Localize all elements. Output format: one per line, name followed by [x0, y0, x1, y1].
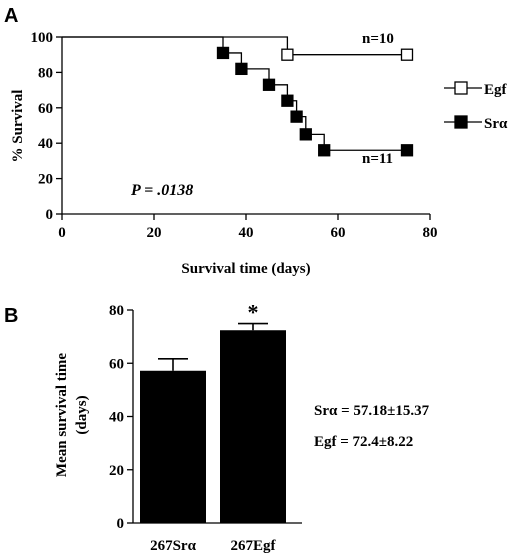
- bar-y-ticks: 0 20 40 60 80: [109, 303, 133, 532]
- legend-label-egf: Egf: [484, 82, 508, 98]
- y-tick-label-4: 80: [38, 65, 53, 81]
- bar-y-tick-label-0: 0: [117, 516, 125, 532]
- survival-markers: [216, 46, 414, 157]
- p-value-annotation: P = .0138: [130, 182, 193, 199]
- survival-marker-1-5: [299, 128, 312, 141]
- survival-marker-1-1: [235, 62, 248, 76]
- bar-y-tick-label-1: 20: [109, 463, 124, 479]
- legend: Egf Srα: [444, 81, 508, 132]
- survival-marker-1-0: [216, 46, 230, 60]
- survival-marker-1-7: [400, 144, 414, 157]
- legend-marker-sra: [454, 115, 468, 129]
- survival-line-1: [62, 36, 407, 151]
- legend-label-sra: Srα: [484, 116, 508, 132]
- bar-category-label-1: 267Egf: [231, 538, 277, 554]
- survival-marker-1-4: [290, 110, 303, 123]
- survival-marker-0-1: [400, 48, 414, 61]
- bar-category-labels: 267Srα 267Egf: [150, 538, 276, 554]
- bar-y-tick-label-2: 40: [109, 410, 124, 426]
- survival-lines: [62, 36, 407, 151]
- x-tick-label-3: 60: [331, 225, 346, 241]
- bars: *: [140, 300, 286, 523]
- y-ticks: 0 20 40 60 80 100: [31, 30, 62, 223]
- survival-line-0: [62, 36, 407, 56]
- bar-y-tick-label-4: 80: [109, 303, 124, 319]
- survival-marker-1-3: [281, 94, 294, 107]
- y-tick-label-2: 40: [38, 136, 53, 152]
- bar-1: [220, 330, 286, 523]
- x-tick-label-0: 0: [58, 225, 66, 241]
- y-axis-label: % Survival: [10, 90, 26, 163]
- survival-marker-1-6: [318, 144, 331, 157]
- y-tick-label-1: 20: [38, 172, 53, 188]
- y-tick-label-0: 0: [46, 207, 54, 223]
- bar-y-axis-label-line1: Mean survival time: [54, 353, 70, 477]
- panel-label-a: A: [4, 5, 18, 27]
- bar-0: [140, 370, 206, 523]
- survival-curve-panel: A 0 20 40 60 80 0 20 40 60 80 100 Survival time (…: [4, 5, 508, 277]
- legend-marker-egf: [454, 81, 468, 95]
- stat-egf: Egf = 72.4±8.22: [314, 434, 413, 450]
- y-tick-label-3: 60: [38, 101, 53, 117]
- stat-sra: Srα = 57.18±15.37: [314, 403, 430, 419]
- x-axis-label: Survival time (days): [181, 261, 310, 277]
- x-tick-label-1: 20: [147, 225, 162, 241]
- x-ticks: 0 20 40 60 80: [58, 214, 438, 241]
- n-label-sra: n=11: [362, 151, 393, 167]
- n-label-egf: n=10: [362, 31, 394, 47]
- x-tick-label-4: 80: [423, 225, 438, 241]
- panel-label-b: B: [4, 305, 18, 327]
- bar-category-label-0: 267Srα: [150, 538, 197, 554]
- bar-y-axis-label-line2: (days): [74, 395, 90, 434]
- x-tick-label-2: 40: [239, 225, 254, 241]
- survival-marker-0-0: [281, 48, 294, 61]
- bar-y-tick-label-3: 60: [109, 356, 124, 372]
- significance-marker-1: *: [248, 300, 259, 325]
- mean-survival-bar-panel: B 0 20 40 60 80 * 267Srα 267Egf Mean survival…: [4, 300, 430, 554]
- y-tick-label-5: 100: [31, 30, 54, 46]
- survival-marker-1-2: [262, 78, 276, 91]
